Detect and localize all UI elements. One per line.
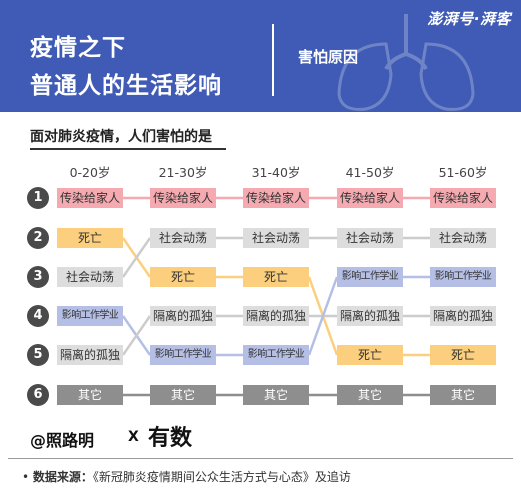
connector-line	[121, 315, 152, 356]
partner-logo: 有数	[148, 425, 193, 451]
ranking-cell: 社会动荡	[337, 228, 403, 248]
header-divider	[272, 24, 274, 96]
ranking-cell: 传染给家人	[243, 188, 309, 208]
connector-lines	[121, 196, 430, 397]
ranking-cell: 传染给家人	[57, 188, 123, 208]
footer-divider	[8, 458, 513, 459]
ranking-cell: 传染给家人	[430, 188, 496, 208]
question-underline	[30, 148, 226, 150]
page-title-line1: 疫情之下	[30, 35, 126, 61]
header-banner: 疫情之下 普通人的生活影响 害怕原因 澎湃号·湃客	[0, 0, 521, 112]
ranking-cell: 死亡	[243, 267, 309, 287]
data-source-label: 数据来源：	[32, 470, 93, 484]
ranking-cell: 其它	[57, 385, 123, 405]
connector-line	[307, 276, 339, 356]
ranking-cell: 死亡	[430, 345, 496, 365]
ranking-cell: 隔离的孤独	[150, 306, 216, 326]
ranking-cell: 传染给家人	[337, 188, 403, 208]
ranking-cell: 其它	[243, 385, 309, 405]
header-subtitle: 害怕原因	[298, 48, 359, 66]
ranking-cell: 影响工作学业	[430, 267, 496, 287]
rank-badge: 3	[27, 266, 49, 288]
rank-badge: 5	[27, 344, 49, 366]
ranking-cell: 隔离的孤独	[430, 306, 496, 326]
ranking-cell: 社会动荡	[243, 228, 309, 248]
rank-badge: 2	[27, 227, 49, 249]
ranking-cell: 社会动荡	[57, 267, 123, 287]
credit-author: @照路明	[30, 431, 95, 450]
ranking-cell: 死亡	[337, 345, 403, 365]
ranking-cell: 死亡	[150, 267, 216, 287]
rank-badge: 1	[27, 187, 49, 209]
brand-logo: 澎湃号·湃客	[427, 10, 511, 28]
connector-line	[121, 237, 152, 278]
ranking-cell: 隔离的孤独	[337, 306, 403, 326]
data-source: • 数据来源：《新冠肺炎疫情期间公众生活方式与心态》及追访	[22, 470, 351, 484]
ranking-cell: 影响工作学业	[337, 267, 403, 287]
rank-badge: 6	[27, 384, 49, 406]
ranking-cell: 社会动荡	[430, 228, 496, 248]
ranking-cell: 影响工作学业	[243, 345, 309, 365]
ranking-cell: 其它	[337, 385, 403, 405]
ranking-cell: 社会动荡	[150, 228, 216, 248]
ranking-cell: 传染给家人	[150, 188, 216, 208]
ranking-cell: 死亡	[57, 228, 123, 248]
ranking-cell: 其它	[430, 385, 496, 405]
page-title-line2: 普通人的生活影响	[30, 73, 222, 99]
data-source-text: 《新冠肺炎疫情期间公众生活方式与心态》及追访	[92, 470, 351, 484]
age-group-label: 41-50岁	[345, 165, 395, 180]
ranking-cell: 隔离的孤独	[57, 345, 123, 365]
age-group-label: 51-60岁	[438, 165, 488, 180]
ranking-cell: 隔离的孤独	[243, 306, 309, 326]
age-group-label: 31-40岁	[251, 165, 301, 180]
lung-icon	[337, 14, 475, 111]
ranking-cell: 影响工作学业	[150, 345, 216, 365]
ranking-cell: 影响工作学业	[57, 306, 123, 326]
credit-x: X	[128, 429, 139, 445]
age-group-label: 21-30岁	[158, 165, 208, 180]
question-heading: 面对肺炎疫情，人们害怕的是	[30, 129, 212, 145]
ranking-cell: 其它	[150, 385, 216, 405]
age-group-label: 0-20岁	[69, 165, 111, 180]
rank-badge: 4	[27, 305, 49, 327]
